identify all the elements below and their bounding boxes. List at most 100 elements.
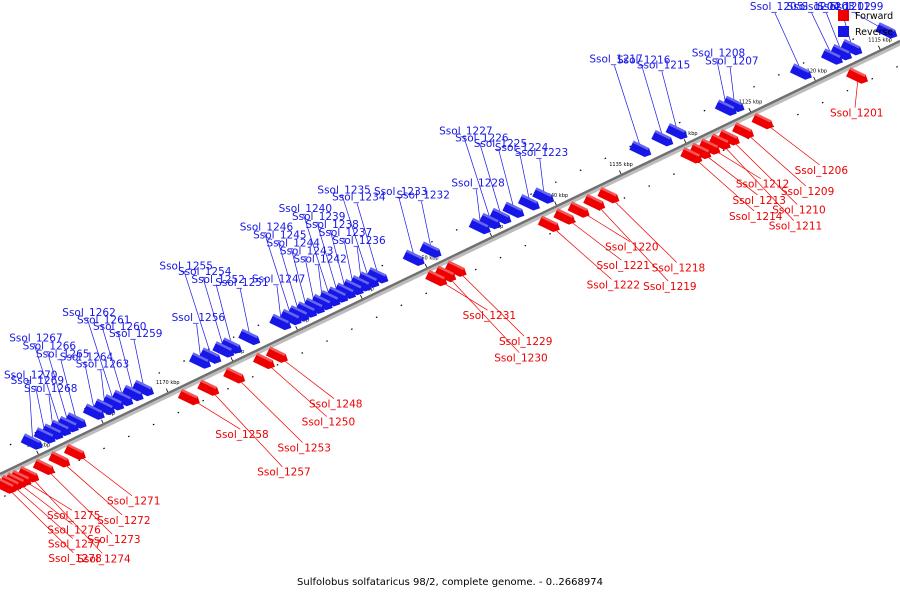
gene-ssol-1215[interactable] xyxy=(665,123,690,142)
gene-label[interactable]: Ssol_1213 xyxy=(732,195,785,207)
gene-label[interactable]: Ssol_1227 xyxy=(439,126,492,138)
gene-ssol-1237[interactable] xyxy=(341,278,366,298)
gene-label[interactable]: Ssol_1255 xyxy=(159,260,212,272)
gene-ssol-1252[interactable] xyxy=(220,337,244,356)
gene-label[interactable]: Ssol_1226 xyxy=(455,132,509,144)
gene-label[interactable]: Ssol_1254 xyxy=(178,266,232,278)
gene-ssol-1202[interactable] xyxy=(840,39,864,58)
gene-ssol-1247[interactable] xyxy=(269,313,293,333)
gene-ssol-1212[interactable] xyxy=(698,138,722,157)
gene-ssol-1255[interactable] xyxy=(199,347,223,366)
gene-label[interactable]: Ssol_1245 xyxy=(253,230,306,242)
gene-label[interactable]: Ssol_1248 xyxy=(309,399,362,411)
gene-ssol-1205[interactable] xyxy=(789,63,814,82)
gene-label[interactable]: Ssol_1275 xyxy=(47,510,100,522)
gene-label[interactable]: Ssol_1207 xyxy=(705,55,758,67)
gene-label[interactable]: Ssol_1240 xyxy=(279,203,332,215)
gene-label[interactable]: Ssol_1258 xyxy=(215,429,268,441)
gene-ssol-1259[interactable] xyxy=(132,379,156,399)
gene-ssol-1236[interactable] xyxy=(349,275,374,294)
gene-ssol-1233[interactable] xyxy=(402,249,427,269)
gene-label[interactable]: Ssol_1264 xyxy=(60,352,114,364)
gene-label[interactable]: Ssol_1234 xyxy=(332,192,386,204)
gene-label[interactable]: Ssol_1253 xyxy=(278,443,331,455)
gene-label[interactable]: Ssol_1271 xyxy=(107,496,160,508)
gene-label[interactable]: Ssol_1205 xyxy=(750,1,803,13)
gene-ssol-1244[interactable] xyxy=(295,301,319,320)
gene-ssol-1265[interactable] xyxy=(64,412,89,431)
gene-ssol-1209[interactable] xyxy=(732,122,756,141)
gene-label[interactable]: Ssol_1244 xyxy=(267,238,321,250)
gene-ssol-1261[interactable] xyxy=(111,389,135,409)
gene-ssol-1250[interactable] xyxy=(252,352,277,372)
gene-ssol-1264[interactable] xyxy=(82,403,107,423)
gene-ssol-1246[interactable] xyxy=(279,308,304,328)
gene-label[interactable]: Ssol_1236 xyxy=(332,235,386,247)
gene-ssol-1267[interactable] xyxy=(49,419,73,439)
gene-ssol-1260[interactable] xyxy=(121,384,146,404)
gene-ssol-1219[interactable] xyxy=(583,193,607,213)
gene-ssol-1207[interactable] xyxy=(722,95,747,115)
gene-label[interactable]: Ssol_1266 xyxy=(23,341,77,353)
gene-label[interactable]: Ssol_1246 xyxy=(240,222,294,234)
gene-label[interactable]: Ssol_1233 xyxy=(374,186,427,198)
gene-ssol-1270[interactable] xyxy=(20,433,45,452)
gene-label[interactable]: Ssol_1265 xyxy=(36,349,89,361)
gene-label[interactable]: Ssol_1262 xyxy=(62,307,115,319)
gene-ssol-1274[interactable] xyxy=(17,466,41,485)
gene-label[interactable]: Ssol_1214 xyxy=(729,211,783,223)
gene-label[interactable]: Ssol_1242 xyxy=(293,254,346,266)
gene-ssol-1203[interactable] xyxy=(830,44,854,63)
gene-label[interactable]: Ssol_1216 xyxy=(617,55,671,67)
gene-ssol-1228[interactable] xyxy=(468,217,493,237)
gene-label[interactable]: Ssol_1209 xyxy=(781,186,834,198)
gene-ssol-1238[interactable] xyxy=(334,282,358,302)
gene-label[interactable]: Ssol_1267 xyxy=(9,333,62,345)
gene-label[interactable]: Ssol_1278 xyxy=(48,553,101,565)
gene-ssol-1254[interactable] xyxy=(212,341,236,360)
gene-label[interactable]: Ssol_1235 xyxy=(317,184,370,196)
gene-label[interactable]: Ssol_1217 xyxy=(589,53,642,65)
gene-label[interactable]: Ssol_1229 xyxy=(499,336,552,348)
gene-label[interactable]: Ssol_1257 xyxy=(257,467,310,479)
gene-label[interactable]: Ssol_1263 xyxy=(76,358,129,370)
gene-ssol-1216[interactable] xyxy=(651,130,675,149)
gene-label[interactable]: Ssol_1204 xyxy=(787,1,841,13)
gene-ssol-1222[interactable] xyxy=(537,215,562,235)
gene-label[interactable]: Ssol_1260 xyxy=(93,321,146,333)
gene-ssol-1223[interactable] xyxy=(532,187,556,206)
gene-ssol-1206[interactable] xyxy=(751,112,776,132)
gene-ssol-1269[interactable] xyxy=(33,427,58,446)
gene-ssol-1230[interactable] xyxy=(434,265,458,285)
gene-label[interactable]: Ssol_1261 xyxy=(77,314,130,326)
gene-label[interactable]: Ssol_1277 xyxy=(48,539,101,551)
gene-label[interactable]: Ssol_1232 xyxy=(396,190,449,202)
gene-ssol-1211[interactable] xyxy=(708,133,733,152)
gene-label[interactable]: Ssol_1225 xyxy=(474,138,527,150)
gene-ssol-1273[interactable] xyxy=(32,458,57,478)
gene-label[interactable]: Ssol_1231 xyxy=(463,310,516,322)
gene-label[interactable]: Ssol_1251 xyxy=(215,277,268,289)
gene-ssol-1258[interactable] xyxy=(177,388,202,408)
gene-ssol-1220[interactable] xyxy=(567,201,592,220)
gene-label[interactable]: Ssol_1247 xyxy=(252,274,305,286)
gene-ssol-1229[interactable] xyxy=(444,260,469,280)
gene-ssol-1221[interactable] xyxy=(553,208,577,227)
gene-label[interactable]: Ssol_1259 xyxy=(109,328,162,340)
gene-ssol-1271[interactable] xyxy=(63,443,88,463)
gene-ssol-1226[interactable] xyxy=(489,207,513,227)
gene-label[interactable]: Ssol_1215 xyxy=(637,59,690,71)
gene-ssol-1262[interactable] xyxy=(102,394,126,413)
gene-label[interactable]: Ssol_1221 xyxy=(596,260,649,272)
gene-ssol-1208[interactable] xyxy=(714,99,739,118)
gene-label[interactable]: Ssol_1268 xyxy=(24,383,77,395)
gene-label[interactable]: Ssol_1218 xyxy=(652,262,705,274)
gene-label[interactable]: Ssol_1223 xyxy=(515,147,568,159)
gene-label[interactable]: Ssol_1270 xyxy=(4,370,57,382)
gene-label[interactable]: Ssol_1250 xyxy=(302,416,355,428)
gene-ssol-1210[interactable] xyxy=(717,129,742,148)
gene-ssol-1253[interactable] xyxy=(223,367,247,386)
gene-label[interactable]: Ssol_1230 xyxy=(494,353,547,365)
gene-ssol-1225[interactable] xyxy=(502,201,526,221)
gene-ssol-1199[interactable] xyxy=(875,22,899,41)
